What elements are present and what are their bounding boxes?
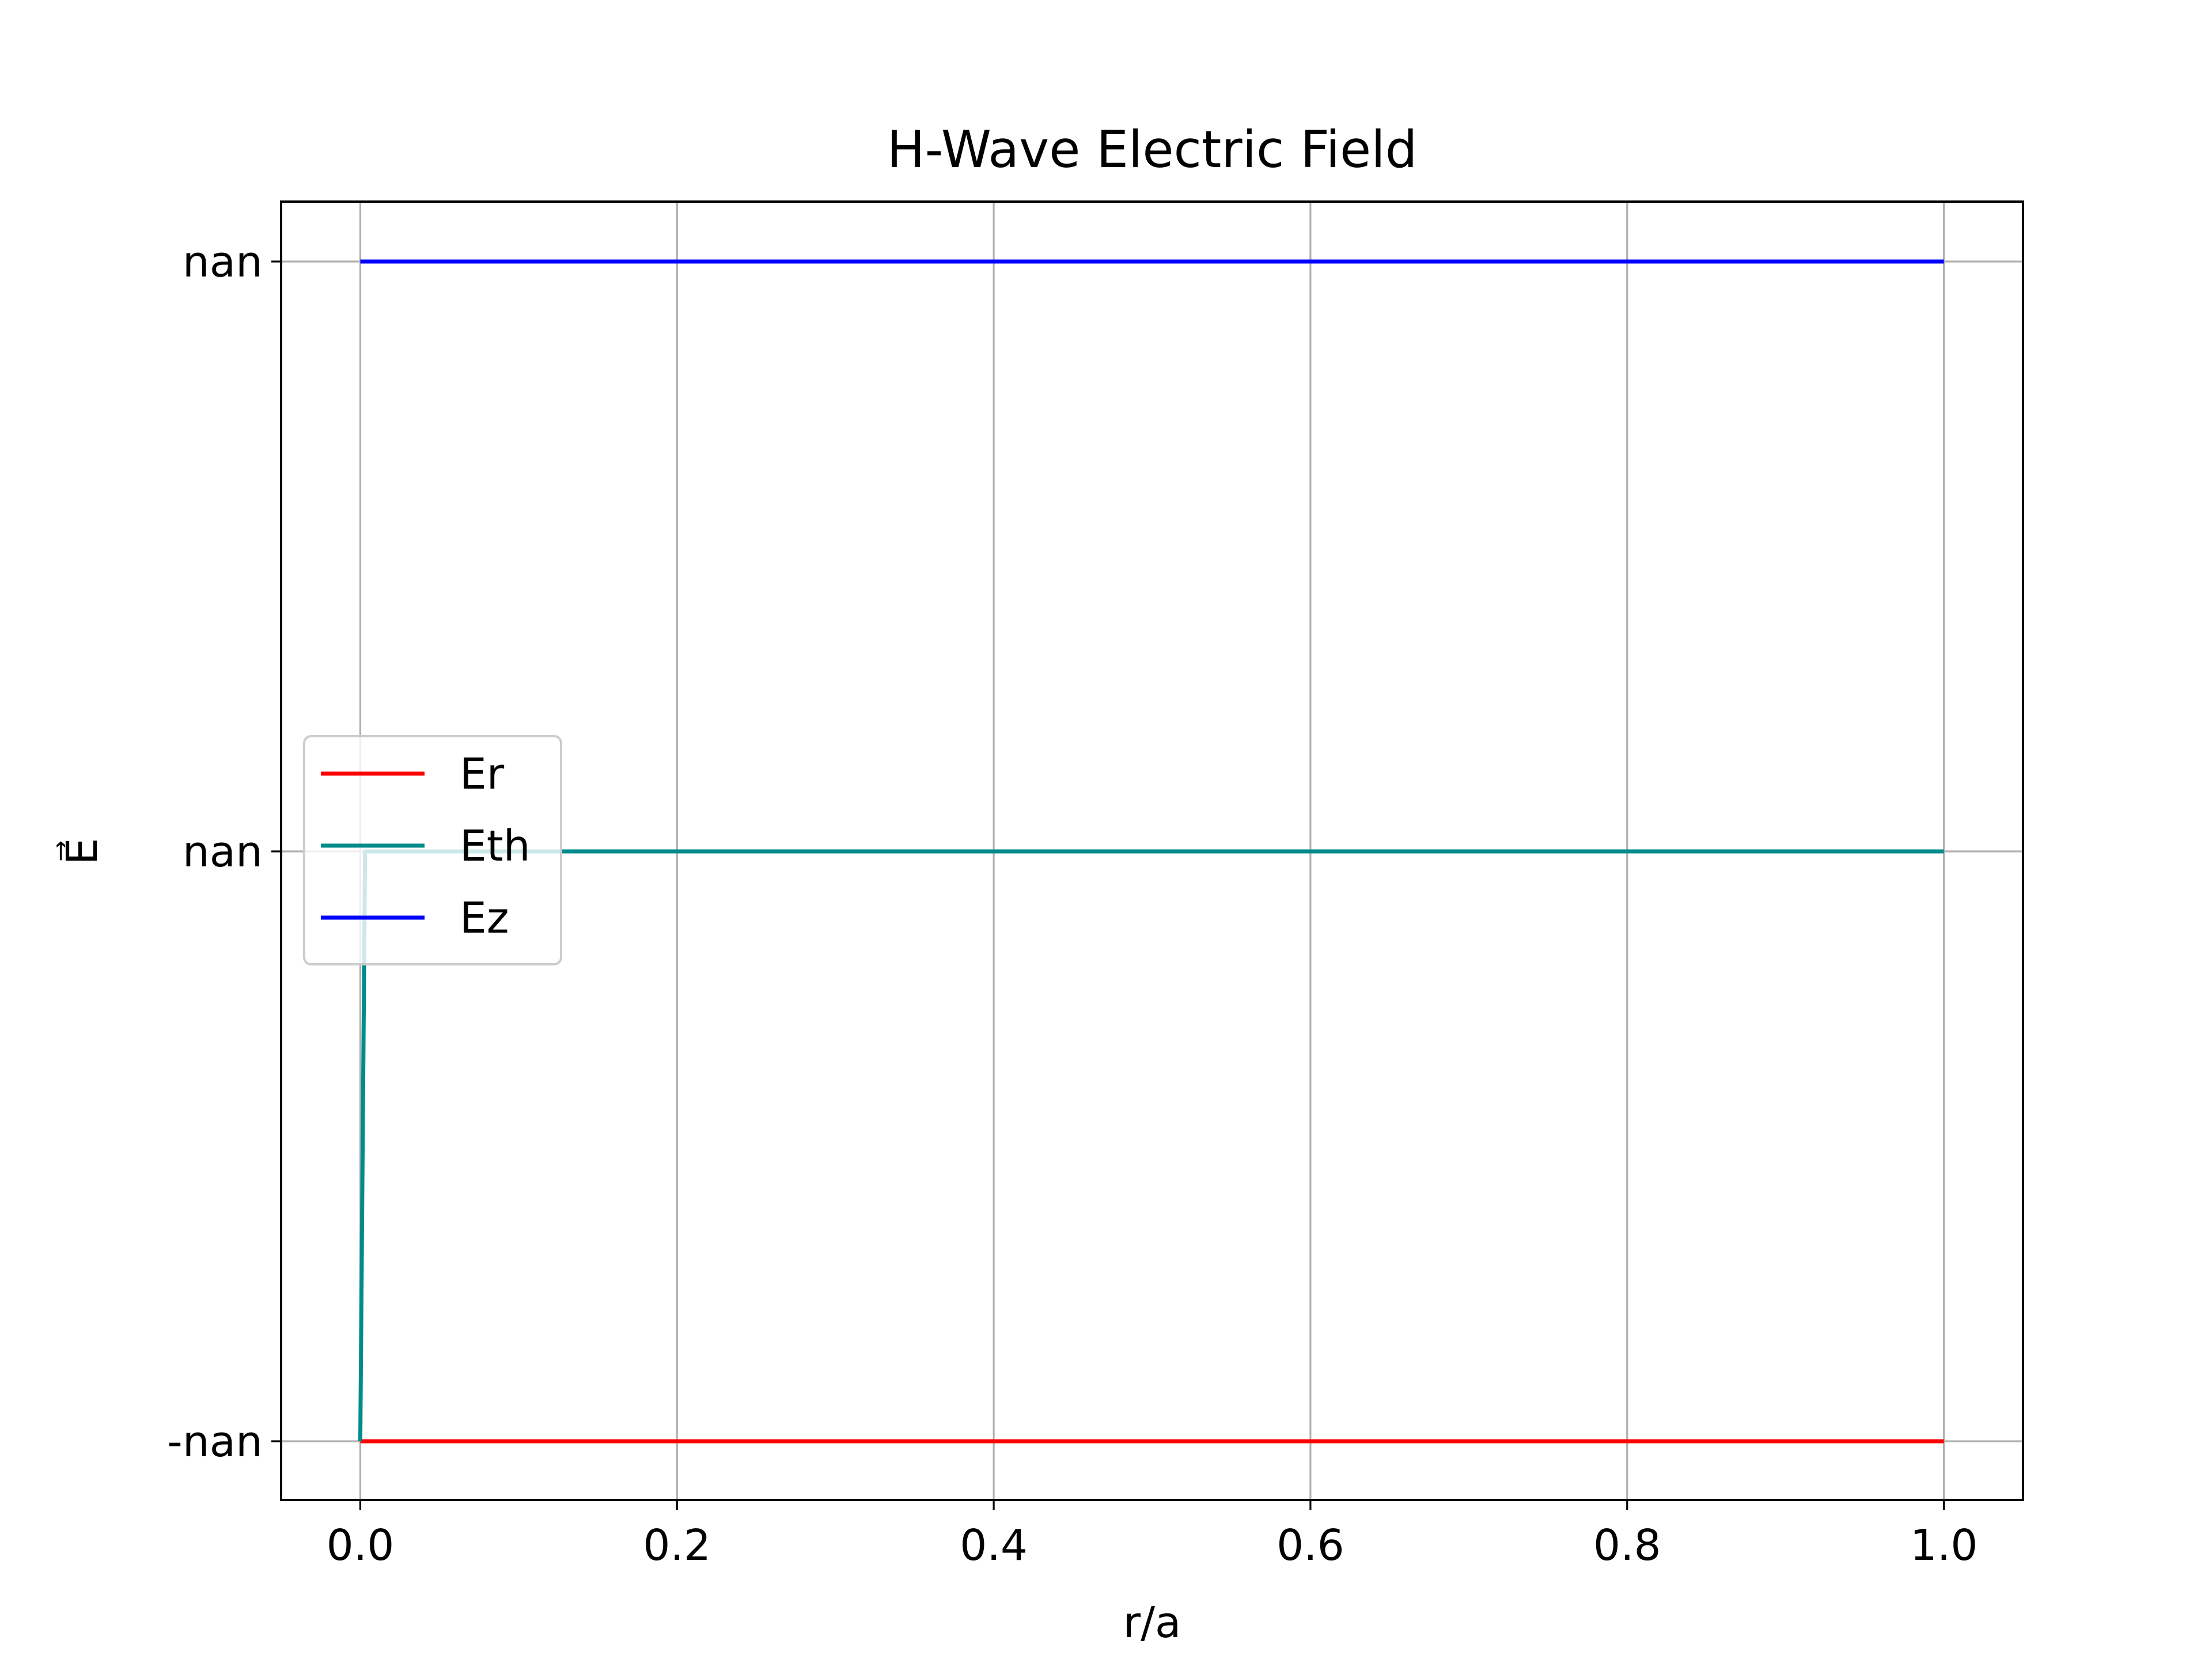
legend-label-er: Er: [460, 749, 505, 799]
x-axis-label: r/a: [1123, 1598, 1181, 1647]
x-tick-label: 0.2: [643, 1521, 711, 1570]
chart-title: H-Wave Electric Field: [887, 120, 1417, 179]
x-tick-label: 0.0: [327, 1521, 395, 1570]
x-tick-label: 0.6: [1277, 1521, 1344, 1570]
x-tick-label: 0.8: [1593, 1521, 1661, 1570]
y-axis-label: E⃗: [56, 838, 107, 865]
x-tick-label: 1.0: [1910, 1521, 1978, 1570]
legend-label-eth: Eth: [460, 821, 531, 871]
y-tick-label: nan: [183, 827, 263, 877]
legend: Er Eth Ez: [304, 736, 561, 964]
y-tick-label: -nan: [167, 1417, 263, 1467]
y-tick-label: nan: [183, 237, 263, 287]
x-tick-label: 0.4: [960, 1521, 1028, 1570]
legend-label-ez: Ez: [460, 893, 509, 943]
